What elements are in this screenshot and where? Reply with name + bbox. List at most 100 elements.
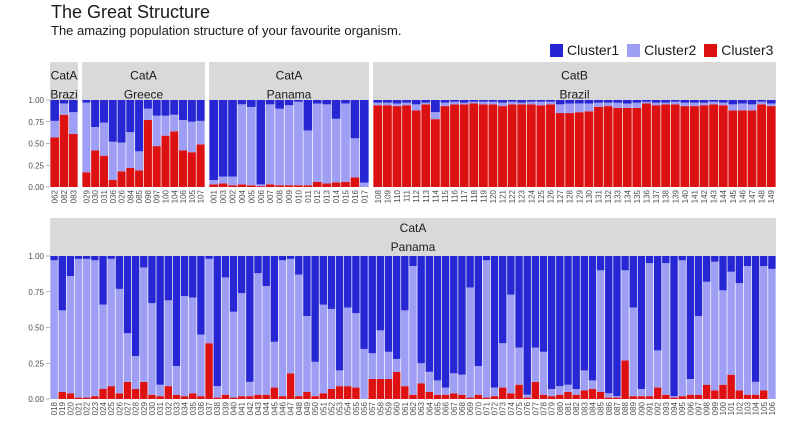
bar-segment-cluster1 xyxy=(757,100,767,102)
bar-segment-cluster3 xyxy=(757,104,767,187)
bar-segment-cluster2 xyxy=(580,370,589,391)
bar-segment-cluster1 xyxy=(373,100,383,103)
bar-segment-cluster1 xyxy=(490,256,499,388)
bar-segment-cluster3 xyxy=(327,388,336,399)
bar-segment-cluster2 xyxy=(517,102,527,105)
bar-segment-cluster3 xyxy=(458,394,466,399)
x-tick-label: 039 xyxy=(221,401,230,415)
x-tick-label: 009 xyxy=(285,189,294,203)
x-tick-label: 100 xyxy=(719,401,728,415)
bar-segment-cluster1 xyxy=(229,256,238,312)
bar-segment-cluster1 xyxy=(180,256,189,297)
bar-segment-cluster1 xyxy=(376,256,385,331)
bar-segment-cluster2 xyxy=(237,104,247,185)
bar-segment-cluster3 xyxy=(526,104,536,187)
x-tick-label: 144 xyxy=(719,189,728,203)
x-tick-label: 121 xyxy=(499,189,508,203)
bar-segment-cluster1 xyxy=(482,256,491,261)
bar-segment-cluster3 xyxy=(209,184,219,187)
x-tick-label: 104 xyxy=(752,401,761,415)
bar-segment-cluster2 xyxy=(50,260,58,399)
bar-segment-cluster3 xyxy=(417,383,425,399)
bar-segment-cluster2 xyxy=(699,102,709,106)
bar-segment-cluster2 xyxy=(218,176,228,184)
bar-segment-cluster3 xyxy=(331,182,341,187)
x-tick-label: 041 xyxy=(238,401,247,415)
bar-segment-cluster3 xyxy=(205,343,213,399)
bar-segment-cluster2 xyxy=(368,353,376,379)
x-tick-label: 097 xyxy=(695,401,704,415)
facet-label-site: Greece xyxy=(124,88,164,102)
bar-segment-cluster1 xyxy=(694,256,703,317)
x-tick-label: 111 xyxy=(403,189,412,202)
bar-segment-cluster1 xyxy=(661,100,671,103)
bar-segment-cluster3 xyxy=(735,390,744,399)
bar-segment-cluster1 xyxy=(702,256,711,282)
bar-segment-cluster2 xyxy=(596,270,605,392)
bar-segment-cluster1 xyxy=(572,256,580,389)
x-tick-label: 016 xyxy=(351,189,360,203)
bar-segment-cluster3 xyxy=(246,185,256,187)
bar-segment-cluster2 xyxy=(312,103,322,182)
bar-segment-cluster1 xyxy=(588,256,597,381)
bar-segment-cluster2 xyxy=(384,351,393,379)
legend-item-cluster3: Cluster3 xyxy=(704,42,773,58)
bar-segment-cluster1 xyxy=(59,100,69,104)
bar-segment-cluster2 xyxy=(574,103,584,113)
bar-segment-cluster2 xyxy=(50,120,59,138)
bar-segment-cluster2 xyxy=(555,104,565,114)
bar-segment-cluster2 xyxy=(59,103,69,115)
x-tick-label: 141 xyxy=(690,189,699,203)
bar-segment-cluster2 xyxy=(352,313,360,388)
bar-segment-cluster3 xyxy=(441,394,450,399)
bar-segment-cluster2 xyxy=(409,266,417,395)
bar-segment-cluster3 xyxy=(91,150,100,187)
x-tick-label: 095 xyxy=(678,401,687,415)
bar-segment-cluster3 xyxy=(382,105,392,187)
bar-segment-cluster3 xyxy=(622,107,632,187)
bar-segment-cluster2 xyxy=(642,101,651,104)
bar-segment-cluster3 xyxy=(172,394,181,399)
legend-item-cluster1: Cluster1 xyxy=(550,42,619,58)
x-tick-label: 055 xyxy=(352,401,361,415)
x-tick-label: 137 xyxy=(652,189,661,203)
bar-segment-cluster3 xyxy=(368,378,376,399)
x-tick-label: 079 xyxy=(548,401,557,415)
y-tick-label: 0.00 xyxy=(28,395,44,404)
x-tick-label: 028 xyxy=(132,401,141,415)
bar-segment-cluster1 xyxy=(187,100,196,122)
bar-segment-cluster1 xyxy=(384,256,393,352)
x-tick-label: 019 xyxy=(58,401,67,415)
x-tick-label: 033 xyxy=(172,401,181,415)
bar-segment-cluster2 xyxy=(459,102,469,105)
bar-segment-cluster2 xyxy=(197,334,205,397)
bar-segment-cluster1 xyxy=(143,100,152,109)
bar-segment-cluster2 xyxy=(205,258,213,344)
bar-segment-cluster3 xyxy=(58,391,66,399)
bar-segment-cluster2 xyxy=(547,388,556,397)
x-tick-label: 066 xyxy=(442,401,451,415)
bar-segment-cluster2 xyxy=(331,118,341,183)
bar-segment-cluster1 xyxy=(170,100,179,115)
bar-segment-cluster1 xyxy=(352,256,360,314)
x-tick-label: 139 xyxy=(671,189,680,203)
x-tick-label: 083 xyxy=(580,401,589,415)
x-tick-label: 026 xyxy=(118,189,127,203)
bar-segment-cluster2 xyxy=(140,267,148,382)
bar-segment-cluster2 xyxy=(637,388,646,397)
bar-segment-cluster2 xyxy=(178,120,188,151)
bar-segment-cluster3 xyxy=(565,113,575,187)
x-tick-label: 060 xyxy=(393,401,402,415)
bar-segment-cluster1 xyxy=(653,256,662,351)
x-tick-label: 074 xyxy=(507,401,516,415)
bar-segment-cluster2 xyxy=(344,307,352,387)
bar-segment-cluster1 xyxy=(164,256,173,301)
x-tick-label: 006 xyxy=(257,189,266,203)
bar-segment-cluster3 xyxy=(621,360,629,399)
bar-segment-cluster2 xyxy=(254,273,262,395)
bar-segment-cluster1 xyxy=(148,256,156,304)
bar-segment-cluster3 xyxy=(189,393,197,399)
x-tick-label: 018 xyxy=(50,401,59,415)
x-tick-label: 116 xyxy=(451,189,460,202)
